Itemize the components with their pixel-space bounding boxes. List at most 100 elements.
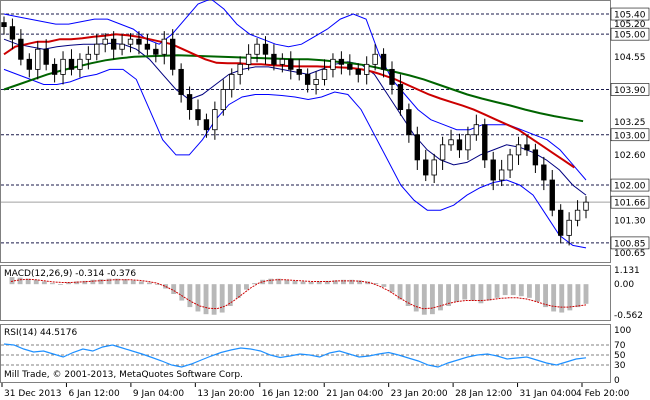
candle xyxy=(439,136,446,170)
candle xyxy=(178,63,184,103)
price-tick-label: 100.65 xyxy=(614,249,646,259)
macd-bar xyxy=(324,280,330,285)
candle-body xyxy=(186,94,193,111)
candle-body xyxy=(372,53,378,65)
macd-bar xyxy=(17,277,23,285)
level-label: 100.85 xyxy=(614,239,646,249)
candle-body xyxy=(170,38,176,70)
level-label-box xyxy=(610,236,650,250)
candle xyxy=(170,29,176,76)
rsi-tick-label: 100 xyxy=(614,326,631,336)
price-panel xyxy=(0,0,611,263)
candle xyxy=(515,136,522,165)
candle xyxy=(490,151,496,191)
time-tick-label: 16 Jan 12:00 xyxy=(262,389,319,399)
candle-body xyxy=(26,58,32,70)
macd-bar xyxy=(244,284,249,290)
macd-bar xyxy=(33,279,39,285)
macd-indicator: 1.131 0.00 -0.562 xyxy=(9,266,643,321)
macd-bar xyxy=(49,283,55,285)
candle-body xyxy=(355,68,361,75)
candle-body xyxy=(515,144,522,156)
macd-bar xyxy=(349,279,354,285)
macd-bar xyxy=(518,284,524,297)
price-tick-label: 102.60 xyxy=(614,151,646,161)
candle-body xyxy=(237,63,243,75)
macd-bar xyxy=(510,284,516,296)
candle xyxy=(43,39,49,71)
candle-body xyxy=(465,134,471,151)
price-axis: 105.20104.55103.90103.25102.60101.95101.… xyxy=(610,7,650,259)
price-tick-label: 105.20 xyxy=(614,20,646,30)
macd-bar xyxy=(211,284,217,315)
candle-body xyxy=(482,124,488,161)
macd-bar xyxy=(478,284,484,304)
macd-bar xyxy=(114,278,120,285)
candle xyxy=(229,68,235,98)
candle-body xyxy=(229,73,235,90)
macd-bar xyxy=(381,284,387,287)
level-label: 102.00 xyxy=(614,182,646,192)
time-tick-label: 31 Dec 2013 xyxy=(4,389,62,399)
candle-body xyxy=(296,68,302,75)
time-tick-label: 23 Jan 20:00 xyxy=(391,389,448,399)
price-tick-label: 101.30 xyxy=(614,216,646,226)
candle-body xyxy=(161,38,167,55)
macd-bar xyxy=(268,278,274,285)
macd-bar xyxy=(235,284,241,298)
macd-bar xyxy=(74,281,80,285)
candle xyxy=(541,156,547,191)
candle xyxy=(532,143,539,173)
candle xyxy=(161,31,167,65)
candle-body xyxy=(347,63,353,70)
candle-body xyxy=(9,26,16,40)
candle-body xyxy=(127,38,134,45)
candle-body xyxy=(397,84,404,111)
candle xyxy=(271,44,277,71)
macd-bar xyxy=(446,284,451,306)
time-tick-label: 9 Jan 04:00 xyxy=(133,389,185,399)
candle xyxy=(144,34,151,56)
candle-body xyxy=(68,58,75,70)
macd-bar xyxy=(365,281,371,285)
candle-body xyxy=(330,58,336,70)
candle-body xyxy=(313,79,319,85)
candle-body xyxy=(439,144,446,161)
macd-bar xyxy=(219,284,225,313)
candle xyxy=(574,200,581,227)
macd-bar xyxy=(9,277,15,285)
candle xyxy=(347,54,353,76)
candle-body xyxy=(364,63,370,75)
candle-body xyxy=(60,58,66,75)
macd-bar xyxy=(58,284,63,285)
candle xyxy=(136,31,142,55)
macd-bar xyxy=(559,284,565,313)
candle-body xyxy=(321,68,328,80)
bb-upper-line xyxy=(3,0,587,181)
candle xyxy=(68,49,75,76)
candle xyxy=(237,56,243,85)
candle-body xyxy=(431,159,437,176)
time-tick-label: 6 Jan 12:00 xyxy=(68,389,120,399)
candle xyxy=(119,34,125,56)
macd-bar xyxy=(341,279,346,285)
candle xyxy=(380,48,387,78)
level-label-box xyxy=(610,27,650,41)
rsi-title: RSI(14) 44.5176 xyxy=(4,328,77,338)
candle-body xyxy=(389,68,395,85)
level-label-box xyxy=(610,178,650,192)
candle xyxy=(203,113,210,138)
rsi-line xyxy=(3,343,587,368)
macd-tick-label: -0.562 xyxy=(614,311,643,321)
footer-copyright: Mill Trade, © 2001-2013, MetaQuotes Soft… xyxy=(4,370,243,380)
rsi-tick-label: 0 xyxy=(614,376,620,386)
candle xyxy=(313,71,319,95)
macd-bar xyxy=(389,284,395,293)
candle-body xyxy=(262,43,269,55)
candle-body xyxy=(532,149,539,166)
price-levels xyxy=(1,13,610,244)
macd-bar xyxy=(171,284,177,294)
candle-body xyxy=(212,109,218,131)
macd-bar xyxy=(316,281,322,285)
